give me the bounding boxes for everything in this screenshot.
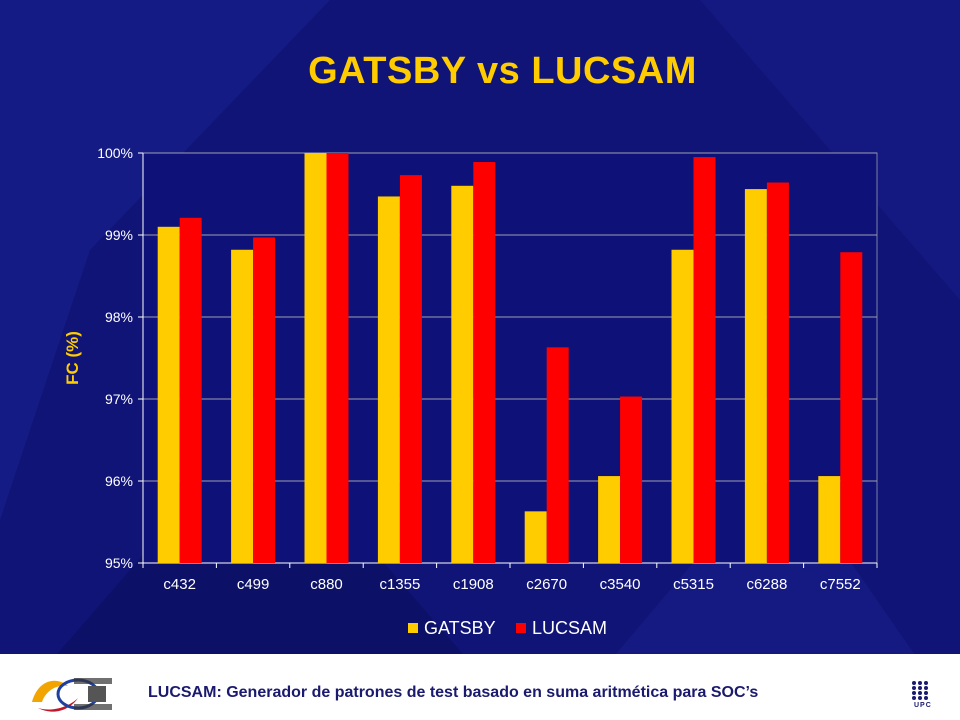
bar-chart: 95% 96% 97% 98% 99% 100% FC (%) c432 c499 c880 c13… [63,145,878,638]
bar-lucsam [840,252,863,563]
bar-gatsby [671,249,694,563]
legend-label: LUCSAM [532,618,607,638]
bar-lucsam [399,175,422,563]
bar-gatsby [157,226,180,564]
x-tick-label: c5315 [673,576,714,593]
bar-lucsam [546,347,569,563]
bar-gatsby [231,249,254,563]
x-tick-label: c432 [163,576,196,593]
research-group-logo [32,678,112,712]
x-tick-label: c1355 [379,576,420,593]
bar-gatsby [598,476,621,563]
x-tick-label: c2670 [526,576,567,593]
bar-lucsam [620,396,643,563]
y-tick-label: 100% [97,145,133,161]
x-tick-label: c499 [237,576,270,593]
x-tick-label: c6288 [746,576,787,593]
slide-title: GATSBY vs LUCSAM [308,50,697,92]
x-tick-label: c3540 [600,576,641,593]
bar-lucsam [179,217,202,563]
footer-text: LUCSAM: Generador de patrones de test ba… [148,684,759,701]
upc-logo [912,681,928,700]
footer-bar: LUCSAM: Generador de patrones de test ba… [0,654,960,720]
bar-lucsam [253,237,276,563]
bar-gatsby [451,185,474,564]
upc-label: UPC [914,702,932,709]
bar-lucsam [766,182,789,563]
y-tick-label: 99% [105,227,133,243]
bar-lucsam [473,162,496,563]
bar-gatsby [744,189,767,563]
bar-gatsby [377,196,400,563]
bar-gatsby [818,476,841,563]
bar-lucsam [326,153,349,563]
x-tick-label: c1908 [453,576,494,593]
legend-swatch [408,623,418,633]
x-tick-label: c880 [310,576,343,593]
y-axis-label: FC (%) [63,331,82,385]
legend-label: GATSBY [424,618,496,638]
bar-lucsam [693,157,716,563]
bar-gatsby [524,511,547,563]
y-tick-label: 98% [105,309,133,325]
y-tick-label: 96% [105,473,133,489]
y-tick-label: 97% [105,391,133,407]
bar-gatsby [304,153,327,563]
x-tick-label: c7552 [820,576,861,593]
legend-swatch [516,623,526,633]
y-tick-label: 95% [105,555,133,571]
